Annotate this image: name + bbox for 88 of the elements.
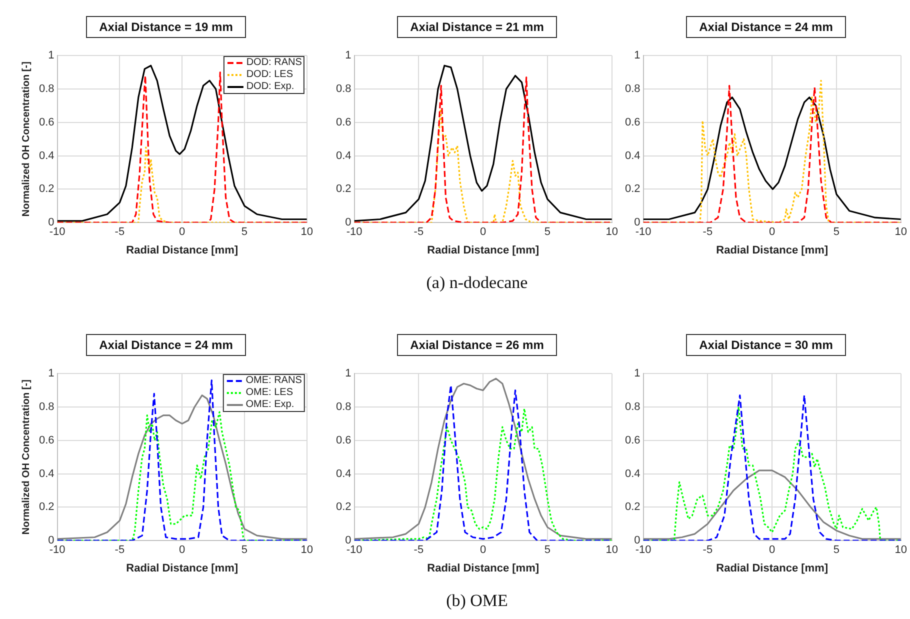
x-tick-label: -10 [635, 226, 652, 238]
x-tick-label: 0 [179, 226, 186, 238]
y-tick-label: 0.8 [336, 83, 352, 96]
y-tick-label: 0.2 [624, 183, 640, 196]
x-tick-label: -5 [702, 226, 713, 238]
x-tick-label: -10 [635, 544, 652, 556]
x-tick-label: 5 [833, 544, 840, 556]
y-tick-label: 0.4 [624, 150, 640, 162]
text: (a) n-dodecane [425, 273, 529, 293]
x-tick-label: 10 [894, 544, 908, 556]
y-tick-label: 0 [634, 216, 640, 229]
y-tick-label: 0.8 [38, 401, 54, 414]
x-tick-label: -5 [414, 544, 424, 556]
y-tick-label: 0.8 [336, 401, 352, 414]
x-tick-label: -10 [49, 544, 66, 556]
x-tick-label: 10 [300, 544, 314, 556]
x-tick-label: -10 [346, 226, 362, 238]
y-tick-label: 0 [634, 534, 640, 547]
y-tick-label: 1 [634, 50, 640, 62]
y-tick-label: 0.6 [624, 434, 640, 446]
y-tick-label: 0.4 [624, 468, 640, 480]
legend-label: OME: LES [246, 386, 293, 399]
y-tick-label: 0.6 [38, 116, 54, 128]
y-tick-label: 1 [48, 50, 54, 62]
x-tick-label: 0 [769, 544, 776, 556]
y-tick-label: 0.6 [336, 434, 352, 446]
y-tick-label: 0.4 [38, 150, 54, 162]
y-tick-label: 0 [48, 534, 54, 547]
x-tick-label: 5 [544, 544, 551, 556]
x-tick-label: 5 [241, 544, 248, 556]
y-tick-label: 0.2 [38, 501, 54, 514]
legend-label: DOD: RANS [246, 56, 302, 69]
legend-label: OME: RANS [246, 374, 302, 387]
legend-label: DOD: LES [246, 68, 293, 81]
y-tick-label: 0 [345, 534, 352, 547]
y-tick-label: 0.4 [336, 150, 352, 162]
x-tick-label: -5 [414, 226, 424, 238]
x-tick-label: -5 [114, 544, 125, 556]
x-axis-title: Radial Distance [mm] [126, 562, 238, 574]
x-tick-label: 10 [606, 226, 618, 238]
y-tick-label: 0.6 [624, 116, 640, 128]
y-tick-label: 0.8 [624, 401, 640, 414]
y-tick-label: 1 [634, 368, 640, 380]
x-tick-label: 10 [606, 544, 618, 556]
chart-title: Axial Distance = 30 mm [686, 334, 846, 356]
x-tick-label: -10 [49, 226, 66, 238]
x-tick-label: 10 [894, 226, 908, 238]
x-axis-title: Radial Distance [mm] [427, 244, 540, 256]
y-tick-label: 0.2 [624, 501, 640, 514]
y-axis-title: Normalized OH Concentration [-] [20, 62, 32, 217]
y-tick-label: 0 [48, 216, 54, 229]
chart-title: Axial Distance = 19 mm [86, 16, 246, 38]
x-tick-label: -10 [346, 544, 362, 556]
x-axis-title: Radial Distance [mm] [716, 244, 828, 256]
text: (b) OME [445, 591, 509, 611]
y-tick-label: 0.2 [336, 183, 352, 196]
x-axis-title: Radial Distance [mm] [716, 562, 828, 574]
x-tick-label: 5 [544, 226, 551, 238]
y-tick-label: 1 [345, 368, 352, 380]
x-tick-label: 0 [769, 226, 776, 238]
y-tick-label: 0.4 [38, 468, 54, 480]
y-tick-label: 0 [345, 216, 352, 229]
x-axis-title: Radial Distance [mm] [126, 244, 238, 256]
x-tick-label: 0 [179, 544, 186, 556]
chart-title: Axial Distance = 21 mm [397, 16, 557, 38]
chart-title: Axial Distance = 24 mm [686, 16, 846, 38]
legend-label: DOD: Exp. [246, 80, 294, 93]
y-axis-title: Normalized OH Concentration [-] [20, 380, 32, 535]
x-tick-label: 0 [480, 226, 486, 238]
legend-label: OME: Exp. [246, 398, 294, 411]
x-tick-label: 5 [833, 226, 840, 238]
y-tick-label: 0.6 [336, 116, 352, 128]
y-tick-label: 0.8 [624, 83, 640, 96]
x-tick-label: 0 [480, 544, 486, 556]
x-tick-label: -5 [702, 544, 713, 556]
y-tick-label: 0.2 [336, 501, 352, 514]
y-tick-label: 0.6 [38, 434, 54, 446]
x-tick-label: -5 [114, 226, 125, 238]
y-tick-label: 1 [345, 50, 352, 62]
x-axis-title: Radial Distance [mm] [427, 562, 540, 574]
y-tick-label: 1 [48, 368, 54, 380]
y-tick-label: 0.4 [336, 468, 352, 480]
y-tick-label: 0.8 [38, 83, 54, 96]
x-tick-label: 5 [241, 226, 248, 238]
chart-title: Axial Distance = 24 mm [86, 334, 246, 356]
chart-title: Axial Distance = 26 mm [397, 334, 557, 356]
y-tick-label: 0.2 [38, 183, 54, 196]
x-tick-label: 10 [300, 226, 314, 238]
